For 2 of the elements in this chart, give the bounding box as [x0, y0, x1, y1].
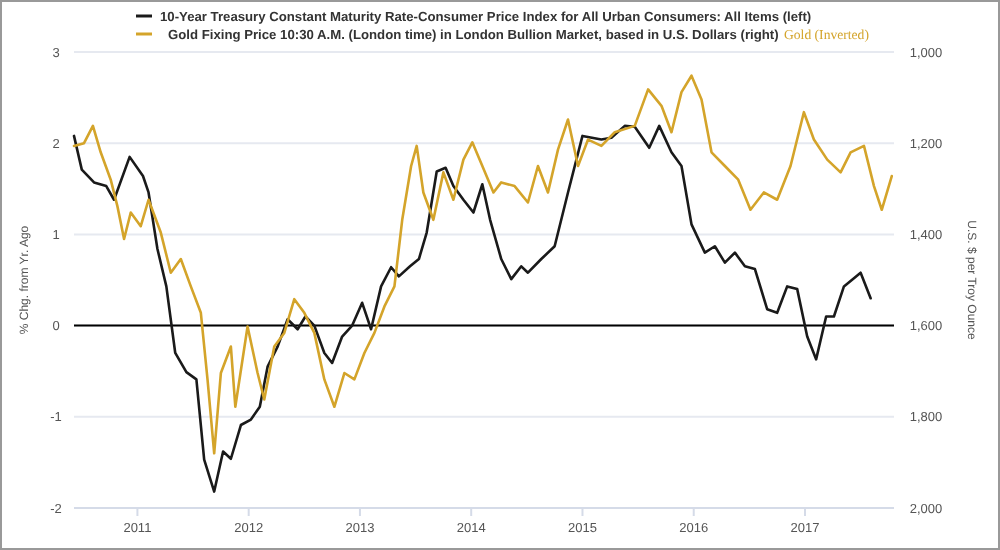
line-series	[72, 74, 894, 455]
line-series	[72, 124, 872, 493]
